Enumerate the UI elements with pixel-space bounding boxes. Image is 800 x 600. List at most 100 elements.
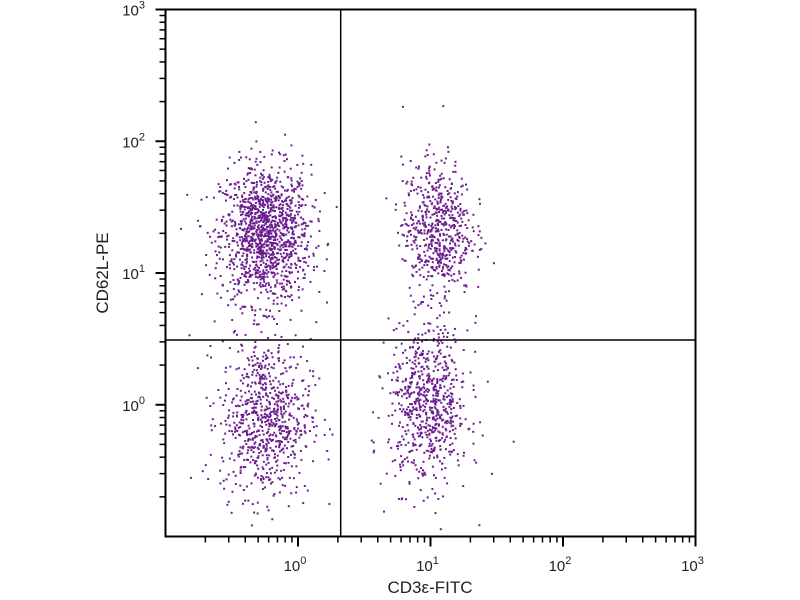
data-point — [276, 296, 279, 299]
data-point — [312, 375, 315, 378]
data-point — [232, 470, 235, 473]
data-point — [433, 247, 436, 250]
data-point — [447, 198, 450, 201]
data-point — [250, 228, 253, 231]
data-point — [411, 375, 413, 377]
data-point — [303, 221, 306, 224]
data-point — [290, 177, 293, 180]
data-point — [422, 301, 424, 304]
data-point — [423, 232, 426, 235]
data-point — [442, 177, 445, 180]
data-point — [283, 225, 286, 228]
data-point — [227, 414, 230, 417]
data-point — [265, 255, 268, 258]
data-point — [251, 256, 254, 259]
data-point — [414, 443, 416, 446]
data-point — [472, 389, 475, 391]
data-point — [242, 265, 245, 268]
data-point — [261, 275, 264, 278]
data-point — [250, 393, 253, 396]
data-point — [278, 391, 280, 394]
data-point — [437, 498, 440, 500]
data-point — [263, 215, 265, 217]
data-point — [236, 415, 238, 418]
data-point — [276, 259, 279, 262]
data-point — [238, 186, 240, 188]
data-point — [428, 454, 431, 457]
data-point — [425, 449, 428, 452]
data-point — [256, 269, 259, 272]
data-point — [470, 240, 473, 243]
data-point — [432, 370, 435, 373]
data-point — [307, 405, 309, 408]
data-point — [441, 211, 444, 214]
data-point — [296, 420, 299, 423]
data-point — [281, 200, 283, 203]
data-point — [428, 457, 431, 460]
data-point — [392, 371, 395, 374]
data-point — [431, 351, 434, 354]
data-point — [285, 202, 288, 205]
data-point — [297, 427, 299, 430]
data-point — [423, 229, 426, 232]
data-point — [265, 265, 268, 268]
data-point — [428, 442, 431, 445]
data-point — [212, 230, 215, 233]
data-point — [239, 307, 242, 310]
data-point — [253, 217, 256, 220]
data-point — [397, 441, 400, 444]
data-point — [312, 370, 315, 373]
data-point — [413, 313, 416, 316]
data-point — [414, 236, 417, 239]
data-point — [428, 380, 431, 383]
data-point — [270, 261, 273, 264]
data-point — [233, 459, 236, 462]
data-point — [437, 194, 440, 197]
data-point — [276, 238, 279, 241]
data-point — [449, 242, 451, 245]
data-point — [256, 211, 259, 214]
data-point — [244, 258, 247, 261]
data-point — [295, 429, 298, 432]
data-point — [294, 204, 297, 207]
data-point — [453, 280, 456, 283]
data-point — [312, 460, 315, 463]
data-point — [220, 235, 223, 238]
data-point — [417, 347, 419, 350]
data-point — [432, 329, 435, 332]
data-point — [455, 251, 458, 254]
data-point — [286, 426, 289, 428]
data-point — [433, 212, 436, 215]
data-point — [422, 499, 425, 502]
data-point — [448, 269, 451, 272]
data-point — [442, 398, 445, 401]
data-point — [443, 440, 446, 443]
data-point — [421, 352, 424, 355]
data-point — [248, 240, 251, 243]
data-point — [256, 208, 259, 211]
data-point — [418, 413, 421, 416]
data-point — [229, 267, 232, 270]
data-point — [264, 233, 267, 236]
data-point — [395, 379, 398, 382]
data-point — [425, 365, 428, 368]
data-point — [439, 233, 441, 236]
data-point — [282, 186, 285, 189]
data-point — [413, 506, 416, 508]
data-point — [282, 246, 285, 249]
data-point — [257, 391, 260, 394]
data-point — [249, 171, 252, 174]
data-point — [233, 258, 236, 261]
data-point — [457, 240, 460, 242]
data-point — [264, 383, 267, 386]
data-point — [259, 260, 262, 263]
data-point — [269, 478, 272, 481]
data-point — [460, 224, 463, 227]
data-point — [274, 217, 277, 220]
data-point — [406, 180, 409, 183]
data-point — [234, 426, 237, 429]
data-point — [444, 328, 447, 331]
data-point — [251, 205, 254, 208]
data-point — [285, 389, 288, 392]
data-point — [302, 198, 305, 201]
